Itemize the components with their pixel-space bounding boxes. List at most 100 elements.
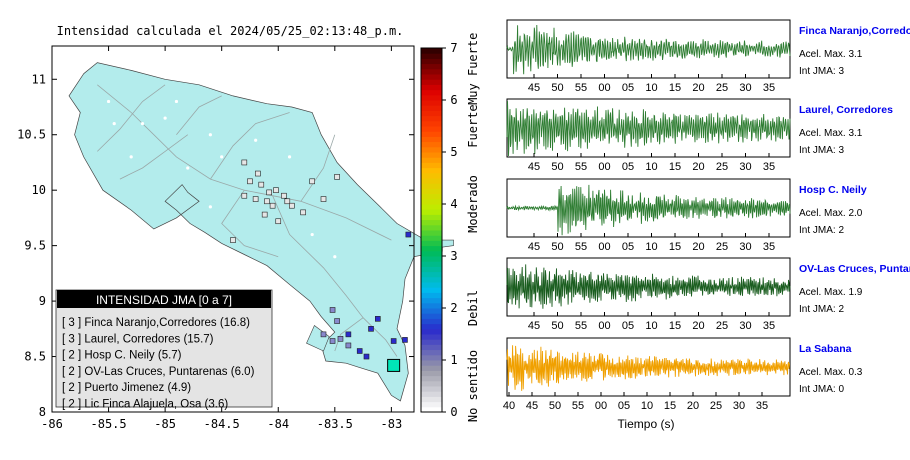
colorbar-cell xyxy=(421,308,442,314)
seismogram-trace xyxy=(506,101,791,157)
station-marker xyxy=(289,202,295,209)
road-line xyxy=(272,195,398,357)
station-marker xyxy=(374,316,381,322)
time-tick-label: 10 xyxy=(645,320,657,332)
colorbar-cell xyxy=(421,136,442,143)
legend-header xyxy=(57,290,271,308)
town-dot xyxy=(106,99,111,104)
y-tick-label: 10.5 xyxy=(17,128,46,142)
time-tick-label: 30 xyxy=(739,161,751,173)
colorbar-cell xyxy=(421,391,442,397)
time-tick-label: 30 xyxy=(733,400,745,412)
colorbar-cell xyxy=(421,167,442,174)
colorbar-cell xyxy=(421,214,442,221)
time-tick-label: 10 xyxy=(641,400,653,412)
colorbar-cell xyxy=(421,282,442,288)
time-tick-label: 30 xyxy=(739,82,751,94)
colorbar-cell xyxy=(421,74,442,80)
colorbar-cell xyxy=(421,313,442,319)
y-tick-label: 8.5 xyxy=(24,350,46,364)
time-tick-label: 25 xyxy=(716,320,728,332)
colorbar-frame xyxy=(420,47,443,413)
x-tick-label: -83 xyxy=(381,417,403,431)
time-tick-label: 55 xyxy=(575,241,587,253)
colorbar-cell xyxy=(421,250,442,257)
colorbar-cell xyxy=(421,292,442,299)
colorbar-cell xyxy=(421,401,442,408)
intensity-legend: INTENSIDAD JMA [0 a 7] [ 3 ] Finca Naran… xyxy=(55,289,273,411)
town-dot xyxy=(129,155,133,159)
station-marker xyxy=(241,159,248,166)
colorbar-cell xyxy=(421,224,442,231)
colorbar-cell xyxy=(421,105,442,111)
time-tick-label: 20 xyxy=(692,320,704,332)
colorbar-cell xyxy=(421,266,442,273)
colorbar-cell xyxy=(421,131,442,137)
time-tick-label: 05 xyxy=(622,161,634,173)
seismogram-panel: 40 45 50 55 00 05 10 15 20 25 30 35 La Sabana Acel. M… xyxy=(503,337,863,412)
colorbar-cell xyxy=(421,89,442,96)
time-tick-label: 30 xyxy=(739,241,751,253)
time-tick-label: 00 xyxy=(598,161,610,173)
time-tick-label: 00 xyxy=(598,320,610,332)
time-tick-label: 00 xyxy=(598,82,610,94)
road-line xyxy=(97,84,166,152)
colorbar-tick-label: 3 xyxy=(450,249,457,263)
station-name: La Sabana xyxy=(799,343,852,355)
time-tick-label: 05 xyxy=(618,400,630,412)
colorbar-cell xyxy=(421,323,442,330)
colorbar-cell xyxy=(421,198,442,205)
town-dot xyxy=(310,232,314,237)
legend-item: [ 2 ] Hosp C. Neily (5.7) xyxy=(62,350,182,362)
colorbar-cell xyxy=(421,256,442,262)
colorbar-cell xyxy=(421,188,442,195)
colorbar-cell xyxy=(421,58,442,65)
colorbar-cell xyxy=(421,126,442,132)
map-land xyxy=(68,62,454,402)
time-tick-label: 15 xyxy=(669,82,681,94)
station-marker xyxy=(337,335,344,342)
colorbar-tick-label: 7 xyxy=(450,41,457,55)
time-tick-label: 35 xyxy=(763,320,775,332)
map-frame xyxy=(51,45,415,413)
time-tick-label: 40 xyxy=(503,400,515,412)
seismogram-panel: 45 50 55 00 05 10 15 20 25 30 35 OV-Las Cruces, Pun… xyxy=(506,257,910,332)
legend-title: INTENSIDAD JMA [0 a 7] xyxy=(96,293,232,307)
colorbar-cell xyxy=(421,68,442,75)
seismogram-panel: 45 50 55 00 05 10 15 20 25 30 35 Laurel, Corredores… xyxy=(506,98,893,173)
seismogram-panels: 45 50 55 00 05 10 15 20 25 30 35 Finca Naranjo,Corr… xyxy=(503,19,910,412)
colorbar-cell xyxy=(421,157,442,163)
road-line xyxy=(334,317,364,352)
station-marker xyxy=(334,174,340,180)
station-marker xyxy=(363,353,370,360)
time-tick-label: 45 xyxy=(526,400,538,412)
time-tick-label: 35 xyxy=(756,400,768,412)
station-marker xyxy=(269,202,276,209)
station-name: Laurel, Corredores xyxy=(799,104,893,116)
town-dot xyxy=(287,155,292,159)
seismogram-trace xyxy=(506,345,790,391)
station-marker xyxy=(241,192,248,199)
colorbar-cell xyxy=(421,287,442,293)
max-acceleration: Acel. Max. 2.0 xyxy=(799,208,863,219)
colorbar-cell xyxy=(421,193,442,200)
y-tick-label: 10 xyxy=(32,183,46,197)
y-tick-label: 8 xyxy=(39,405,46,419)
town-dot xyxy=(112,122,116,126)
colorbar-category-label: Fuerte xyxy=(466,104,480,147)
map-x-axis: -86 -85.5 -85 -84.5 -84 -83.5 -83 xyxy=(41,46,402,431)
colorbar-cell xyxy=(421,63,442,70)
station-marker xyxy=(258,181,265,188)
time-tick-label: 35 xyxy=(763,161,775,173)
colorbar-category-label: No sentido xyxy=(466,350,480,422)
colorbar-tick-label: 6 xyxy=(450,93,457,107)
jma-intensity: Int JMA: 3 xyxy=(799,66,844,77)
max-acceleration: Acel. Max. 3.1 xyxy=(799,128,863,139)
station-name: Finca Naranjo,Corredor xyxy=(799,25,910,37)
max-acceleration: Acel. Max. 0.3 xyxy=(799,367,863,378)
station-marker xyxy=(320,196,327,202)
colorbar-cell xyxy=(421,365,442,371)
time-tick-label: 00 xyxy=(595,400,607,412)
station-name: OV-Las Cruces, Puntar xyxy=(799,263,910,275)
legend-item: [ 2 ] Puerto Jimenez (4.9) xyxy=(62,382,191,394)
